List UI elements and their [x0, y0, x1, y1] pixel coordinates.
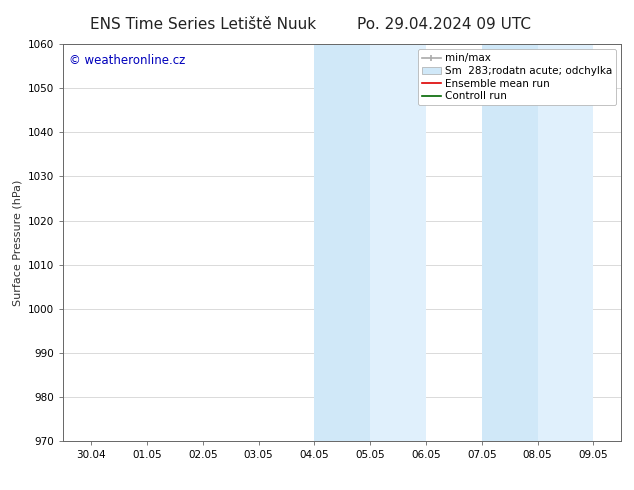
- Bar: [370, 44, 426, 441]
- Legend: min/max, Sm  283;rodatn acute; odchylka, Ensemble mean run, Controll run: min/max, Sm 283;rodatn acute; odchylka, …: [418, 49, 616, 105]
- Bar: [538, 44, 593, 441]
- Y-axis label: Surface Pressure (hPa): Surface Pressure (hPa): [13, 179, 23, 306]
- Text: © weatheronline.cz: © weatheronline.cz: [69, 54, 185, 67]
- Bar: [482, 44, 538, 441]
- Bar: [314, 44, 370, 441]
- Text: Po. 29.04.2024 09 UTC: Po. 29.04.2024 09 UTC: [357, 17, 531, 32]
- Text: ENS Time Series Letiště Nuuk: ENS Time Series Letiště Nuuk: [90, 17, 316, 32]
